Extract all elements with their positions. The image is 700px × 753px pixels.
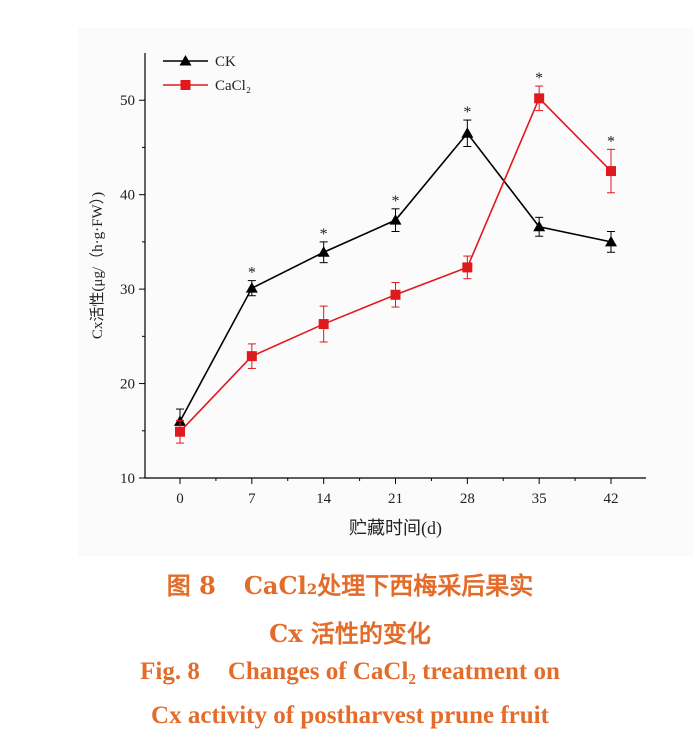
line-chart: 10 20 30 40 50 0 7 14 21 28 35 42 贮藏时间(d) Cx活性(μg/（h·… (89, 53, 646, 539)
data-point-ck (245, 282, 258, 293)
caption-zh-title: CaCl₂处理下西梅采后果实 (243, 571, 534, 600)
legend-marker-ck (179, 55, 192, 66)
caption-zh-line1: 图 8 CaCl₂处理下西梅采后果实 (0, 566, 700, 601)
y-axis-title: Cx活性(μg/（h·g·FW）) (89, 192, 106, 339)
data-point-ck (461, 127, 474, 138)
significance-asterisk: * (535, 70, 543, 87)
data-point-ck (605, 235, 617, 247)
figure-plot-area: 10 20 30 40 50 0 7 14 21 28 35 42 贮藏时间(d) Cx活性(μg/（h·… (78, 28, 694, 556)
significance-asterisk: * (607, 133, 615, 150)
y-tick-label: 30 (120, 282, 135, 298)
x-tick-label: 14 (316, 491, 332, 507)
x-axis-title: 贮藏时间(d) (349, 518, 442, 539)
significance-asterisk: * (463, 104, 471, 121)
data-point-ck (317, 246, 330, 257)
series-line-cacl2 (179, 96, 612, 433)
data-point-cacl2 (606, 166, 616, 177)
legend-label-cacl2: CaCl₂ (215, 78, 251, 94)
data-point-cacl2 (462, 262, 473, 273)
significance-asterisk: * (320, 226, 328, 243)
caption-zh-line2: Cx 活性的变化 (269, 619, 431, 648)
x-tick-label: 35 (532, 491, 547, 507)
series-line-ck (179, 131, 612, 422)
data-point-cacl2 (534, 93, 545, 104)
caption-en-line2: Cx activity of postharvest prune fruit (151, 702, 549, 729)
legend-marker-cacl2 (180, 80, 191, 90)
y-tick-label: 50 (120, 93, 135, 109)
data-point-cacl2 (318, 319, 329, 330)
caption-en-figure-number: Fig. 8 (140, 658, 200, 685)
y-tick-label: 10 (120, 471, 135, 487)
y-tick-label: 20 (120, 377, 135, 393)
data-point-ck (533, 220, 546, 232)
caption-en-line1: Fig. 8 Changes of CaCl₂ treatment on (0, 658, 700, 686)
caption-en-title: Changes of CaCl₂ treatment on (227, 658, 560, 685)
legend-label-ck: CK (215, 54, 236, 70)
x-tick-label: 0 (176, 491, 184, 507)
data-point-cacl2 (175, 426, 185, 437)
data-point-cacl2 (390, 289, 401, 300)
x-tick-label: 28 (460, 491, 475, 507)
data-point-ck (389, 214, 402, 225)
significance-asterisk: * (392, 193, 400, 210)
data-point-cacl2 (246, 351, 257, 362)
x-tick-label: 21 (388, 491, 403, 507)
y-tick-label: 40 (120, 188, 135, 204)
caption-zh-figure-number: 图 8 (166, 571, 216, 600)
x-tick-label: 42 (604, 491, 619, 507)
significance-asterisk: * (248, 265, 256, 282)
x-tick-label: 7 (248, 491, 256, 507)
